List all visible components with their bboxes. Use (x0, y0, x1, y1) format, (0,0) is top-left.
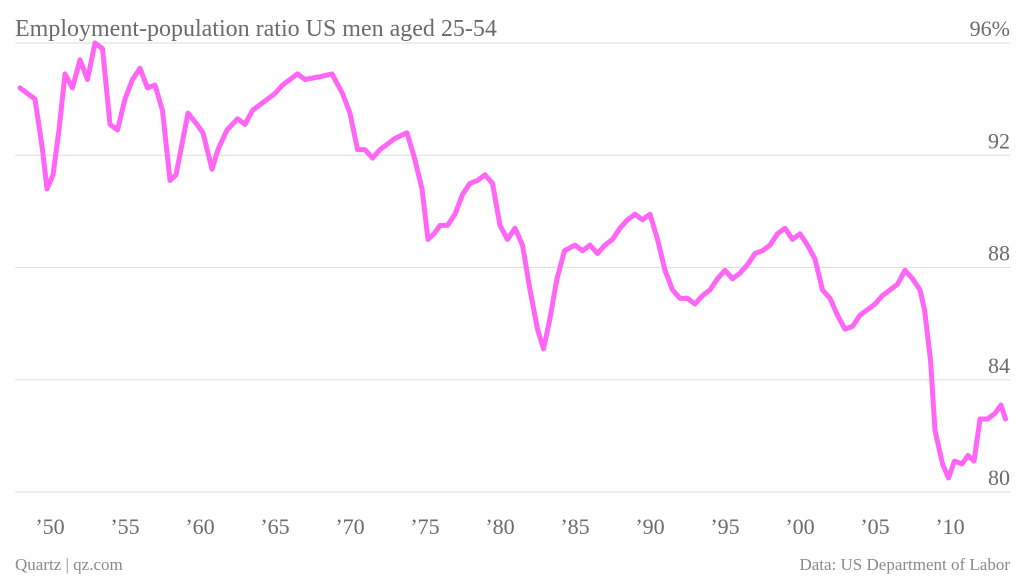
y-tick-label: 80 (988, 465, 1010, 490)
y-tick-label: 88 (988, 241, 1010, 266)
credit: Quartz | qz.com (15, 555, 123, 574)
x-tick-label: ’65 (260, 514, 289, 539)
x-tick-label: ’00 (785, 514, 814, 539)
x-tick-label: ’90 (635, 514, 664, 539)
x-tick-label: ’10 (935, 514, 964, 539)
source: Data: US Department of Labor (799, 555, 1010, 574)
x-tick-label: ’75 (410, 514, 439, 539)
y-tick-label: 92 (988, 128, 1010, 153)
x-tick-label: ’60 (185, 514, 214, 539)
data-line (17, 40, 1008, 481)
x-tick-label: ’05 (860, 514, 889, 539)
x-tick-label: ’55 (110, 514, 139, 539)
chart-title: Employment-population ratio US men aged … (15, 16, 497, 42)
x-tick-label: ’95 (710, 514, 739, 539)
x-tick-label: ’85 (560, 514, 589, 539)
y-tick-label: 96% (970, 16, 1010, 41)
x-tick-label: ’80 (485, 514, 514, 539)
x-tick-label: ’50 (35, 514, 64, 539)
y-tick-label: 84 (988, 353, 1010, 378)
x-tick-label: ’70 (335, 514, 364, 539)
